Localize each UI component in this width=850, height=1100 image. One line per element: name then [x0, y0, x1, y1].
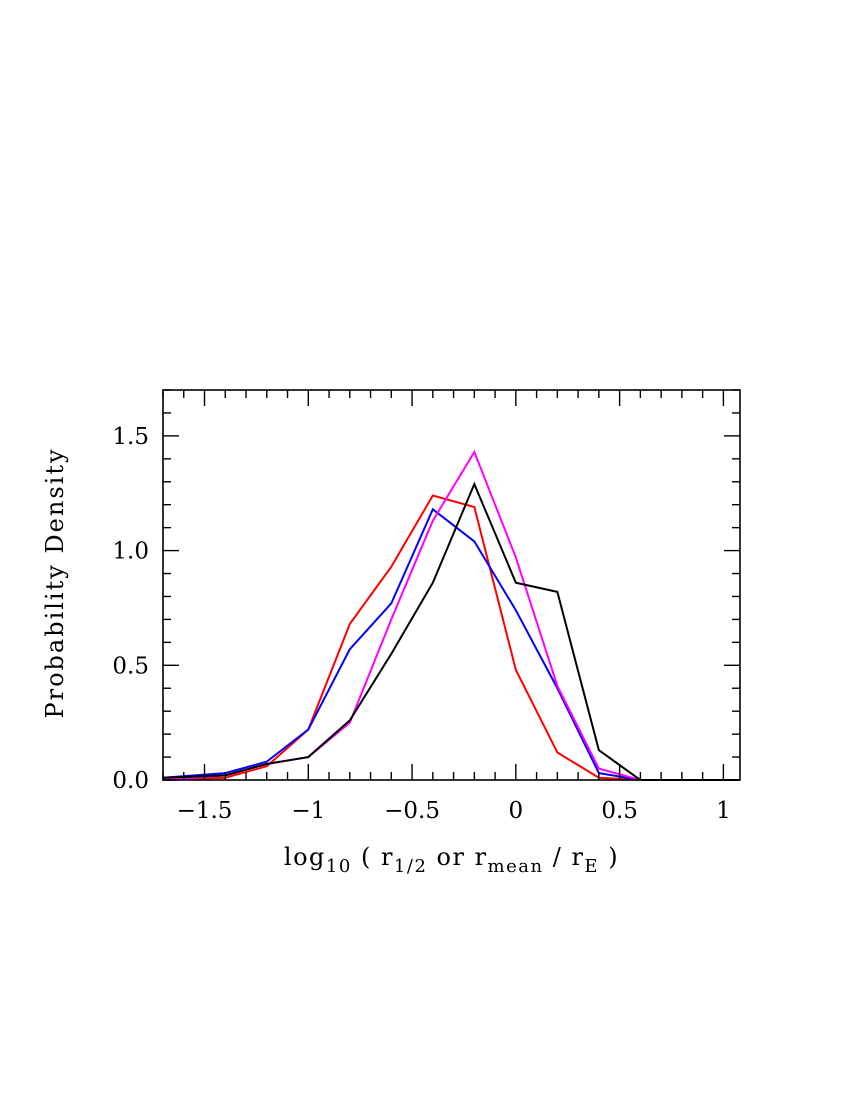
y-axis-label: Probability Density: [41, 447, 69, 718]
x-axis-label-part: 1/2: [394, 856, 427, 877]
x-axis-label-part: mean: [488, 856, 544, 877]
plot-area: −1.5 −1 −0.5 0 0.5 1 0.0 0.5 1.0 1.5 log10 ( r1/2 …: [41, 389, 741, 877]
x-axis-label-part: E: [584, 856, 599, 877]
x-axis-label-part: / r: [544, 843, 585, 871]
y-tick-label: 1.5: [112, 424, 149, 450]
series-line-2: [162, 507, 740, 781]
x-tick-label: 0: [509, 798, 524, 824]
plot-frame: [162, 389, 741, 781]
y-tick-label: 0.0: [112, 768, 149, 794]
series-line-4: [162, 481, 740, 781]
x-axis-label-part: ( r: [352, 843, 394, 871]
x-axis-label-part: or r: [427, 843, 487, 871]
y-tick-label: 0.5: [112, 653, 149, 679]
x-tick-label: 0.5: [601, 798, 638, 824]
x-axis-label-part: ): [599, 843, 619, 871]
x-tick-label: −1: [291, 798, 325, 824]
x-axis-label: log10 ( r1/2 or rmean / rE ): [284, 843, 619, 877]
x-axis-label-part: 10: [326, 856, 352, 877]
x-tick-label: −1.5: [177, 798, 233, 824]
x-tick-label: 1: [716, 798, 731, 824]
y-tick-label: 1.0: [112, 539, 149, 565]
x-axis-label-part: log: [284, 843, 326, 871]
x-tick-label: −0.5: [384, 798, 440, 824]
